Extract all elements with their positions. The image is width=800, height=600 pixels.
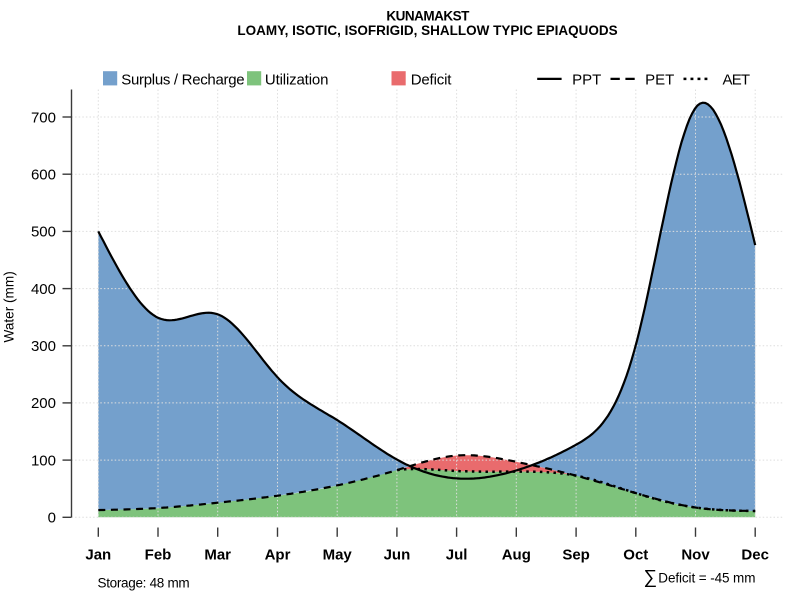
svg-text:500: 500 [31,224,56,241]
svg-text:Dec: Dec [741,547,769,564]
svg-text:Deficit: Deficit [411,72,453,89]
svg-text:400: 400 [31,281,56,298]
svg-text:Utilization: Utilization [265,72,328,89]
svg-text:Feb: Feb [145,547,172,564]
svg-text:Deficit = -45 mm: Deficit = -45 mm [658,570,755,585]
svg-text:Mar: Mar [204,547,231,564]
svg-text:Apr: Apr [265,547,291,564]
svg-text:LOAMY, ISOTIC, ISOFRIGID, SHAL: LOAMY, ISOTIC, ISOFRIGID, SHALLOW TYPIC … [237,23,617,38]
svg-text:Nov: Nov [681,547,710,564]
svg-text:PPT: PPT [572,71,601,88]
svg-text:Storage: 48 mm: Storage: 48 mm [98,575,190,590]
svg-text:KUNAMAKST: KUNAMAKST [386,8,470,23]
svg-text:Water (mm): Water (mm) [2,271,17,342]
svg-text:100: 100 [31,452,56,469]
svg-text:∑: ∑ [644,567,658,588]
svg-text:300: 300 [31,338,56,355]
svg-text:Surplus / Recharge: Surplus / Recharge [121,72,244,89]
svg-text:Jan: Jan [85,547,111,564]
svg-text:AET: AET [723,71,750,88]
svg-text:200: 200 [31,395,56,412]
svg-text:Oct: Oct [623,547,648,564]
svg-text:600: 600 [31,167,56,184]
svg-text:Aug: Aug [502,547,531,564]
svg-text:0: 0 [48,510,56,527]
svg-text:Sep: Sep [562,547,590,564]
svg-text:Jun: Jun [384,547,411,564]
svg-text:PET: PET [645,71,674,88]
svg-text:May: May [323,547,353,564]
svg-text:700: 700 [31,109,56,126]
svg-text:Jul: Jul [446,547,468,564]
